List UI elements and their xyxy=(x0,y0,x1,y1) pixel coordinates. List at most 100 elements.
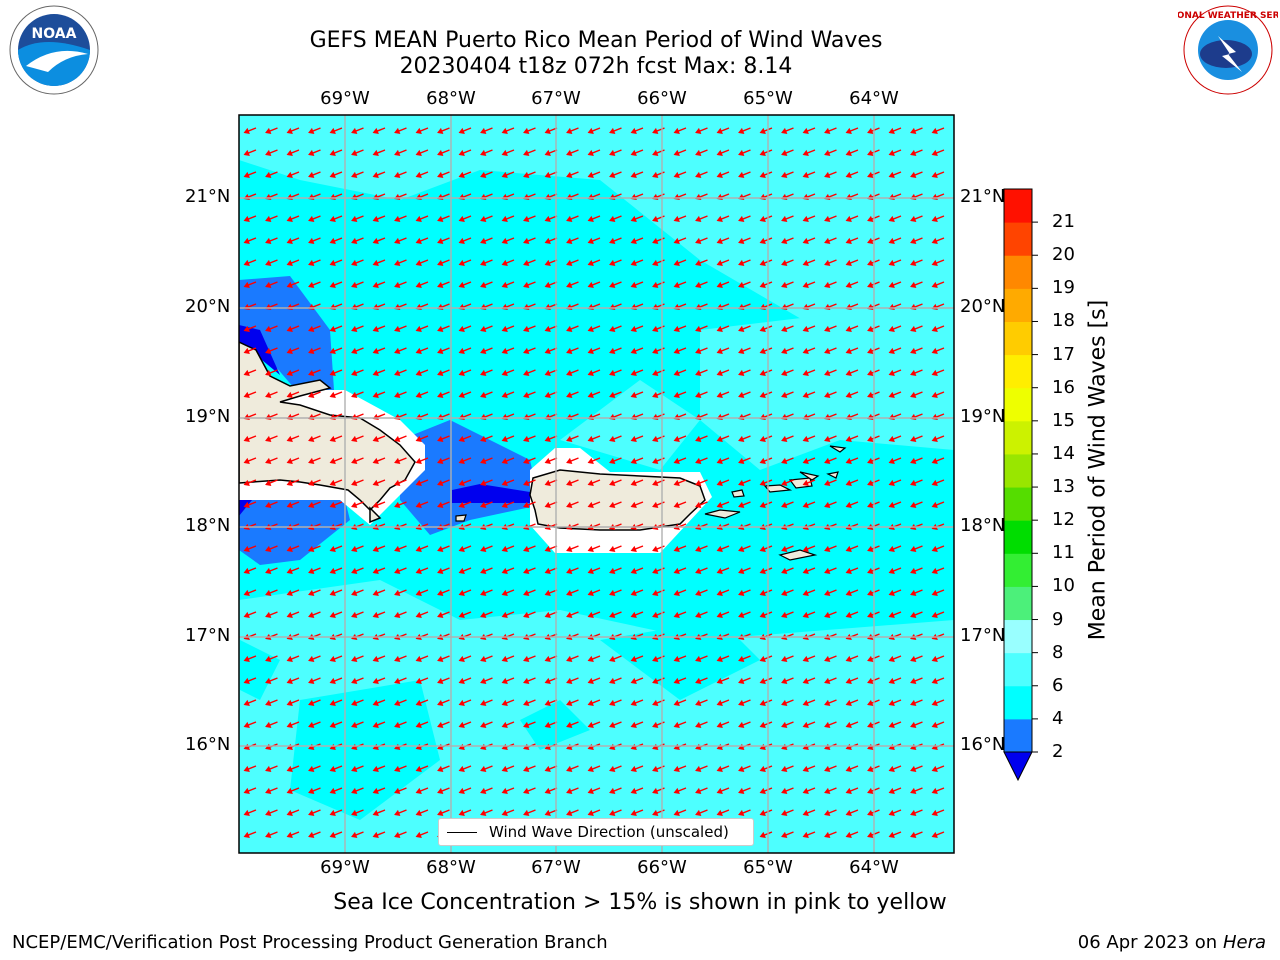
wind-arrow-head xyxy=(308,457,315,464)
wind-arrow-head xyxy=(867,611,874,618)
wind-arrow-head xyxy=(501,215,508,222)
wind-arrow-head xyxy=(931,149,938,156)
wind-arrow-head xyxy=(673,567,680,574)
wind-arrow-head xyxy=(695,171,702,178)
wind-arrow-head xyxy=(501,369,508,376)
wind-arrow-head xyxy=(695,589,702,596)
wind-arrow-head xyxy=(458,545,465,552)
wind-arrow-head xyxy=(910,809,917,816)
wind-arrow-head xyxy=(695,369,702,376)
wind-arrow-head xyxy=(738,743,745,750)
wind-arrow-head xyxy=(910,127,917,134)
wind-arrow-head xyxy=(910,237,917,244)
wind-arrow-head xyxy=(394,457,401,464)
wind-arrow-head xyxy=(523,325,530,332)
wind-arrow-head xyxy=(351,545,358,552)
lat-label-left: 16°N xyxy=(185,734,231,755)
wind-arrow-head xyxy=(845,677,852,684)
wind-arrow-head xyxy=(351,479,358,486)
wind-arrow-head xyxy=(759,787,766,794)
wind-arrow-head xyxy=(652,171,659,178)
wind-arrow-head xyxy=(802,721,809,728)
wind-arrow-head xyxy=(587,611,594,618)
wind-arrow-head xyxy=(265,831,272,838)
wind-arrow-head xyxy=(243,325,250,332)
wind-arrow-head xyxy=(566,369,573,376)
wind-arrow-head xyxy=(437,215,444,222)
wind-arrow-head xyxy=(802,281,809,288)
wind-arrow-head xyxy=(716,787,723,794)
wind-arrow-head xyxy=(566,259,573,266)
wind-arrow-head xyxy=(652,611,659,618)
wind-arrow-head xyxy=(802,545,809,552)
wind-arrow-head xyxy=(351,237,358,244)
wind-arrow-head xyxy=(824,721,831,728)
wind-arrow-head xyxy=(372,171,379,178)
wind-arrow-head xyxy=(265,501,272,508)
ocean-patches xyxy=(240,620,760,820)
wind-arrow-head xyxy=(501,721,508,728)
wind-arrow-head xyxy=(845,149,852,156)
wind-arrow-head xyxy=(394,655,401,662)
wind-arrow-head xyxy=(652,765,659,772)
wind-arrow-head xyxy=(716,237,723,244)
wind-arrow-head xyxy=(867,391,874,398)
wind-arrow-head xyxy=(351,391,358,398)
wind-arrow-head xyxy=(781,171,788,178)
wind-arrow-head xyxy=(587,325,594,332)
wind-arrow-head xyxy=(415,677,422,684)
wind-arrow-head xyxy=(824,391,831,398)
wind-arrow-head xyxy=(910,457,917,464)
wind-arrow-head xyxy=(738,721,745,728)
wind-arrow-head xyxy=(372,611,379,618)
colorbar-segment xyxy=(1004,487,1032,521)
wind-arrow-head xyxy=(265,787,272,794)
wind-arrow-head xyxy=(845,721,852,728)
wind-arrow-head xyxy=(329,325,336,332)
wind-arrow-head xyxy=(351,699,358,706)
wind-arrow-head xyxy=(587,149,594,156)
wind-arrow-head xyxy=(845,589,852,596)
wind-arrow-head xyxy=(867,721,874,728)
colorbar-segment xyxy=(1004,321,1032,356)
wind-arrow-head xyxy=(243,215,250,222)
wind-arrow-head xyxy=(415,127,422,134)
wind-arrow-head xyxy=(781,281,788,288)
wind-arrow-head xyxy=(351,589,358,596)
wind-arrow-head xyxy=(544,699,551,706)
wind-arrow-head xyxy=(673,127,680,134)
wind-arrow-head xyxy=(286,809,293,816)
wind-arrow-head xyxy=(695,281,702,288)
wind-arrow-head xyxy=(695,479,702,486)
wind-arrow-head xyxy=(308,259,315,266)
wind-arrow-head xyxy=(781,787,788,794)
wind-arrow-head xyxy=(566,545,573,552)
colorbar-segment xyxy=(1004,619,1032,654)
wind-arrow-head xyxy=(437,765,444,772)
wind-arrow-head xyxy=(372,457,379,464)
wind-arrow-head xyxy=(372,677,379,684)
wind-arrow-head xyxy=(824,325,831,332)
wind-arrow-head xyxy=(566,149,573,156)
wind-arrow-head xyxy=(523,743,530,750)
wind-arrow-head xyxy=(437,479,444,486)
wind-arrow-head xyxy=(759,611,766,618)
wind-arrow-head xyxy=(372,369,379,376)
wind-arrow-head xyxy=(910,611,917,618)
wind-arrow-head xyxy=(437,369,444,376)
wind-arrow-head xyxy=(845,457,852,464)
wind-arrow-head xyxy=(243,369,250,376)
wind-arrow-head xyxy=(695,215,702,222)
wind-arrow-head xyxy=(845,809,852,816)
wind-arrow-head xyxy=(265,325,272,332)
wind-arrow-head xyxy=(437,611,444,618)
wind-arrow-head xyxy=(931,347,938,354)
wind-arrow-head xyxy=(265,809,272,816)
wind-arrow-head xyxy=(372,501,379,508)
wind-arrow-head xyxy=(480,479,487,486)
wind-arrow-head xyxy=(609,215,616,222)
wind-arrow-head xyxy=(544,743,551,750)
wind-arrow-head xyxy=(265,369,272,376)
colorbar xyxy=(1003,188,1038,782)
wind-arrow-head xyxy=(824,347,831,354)
